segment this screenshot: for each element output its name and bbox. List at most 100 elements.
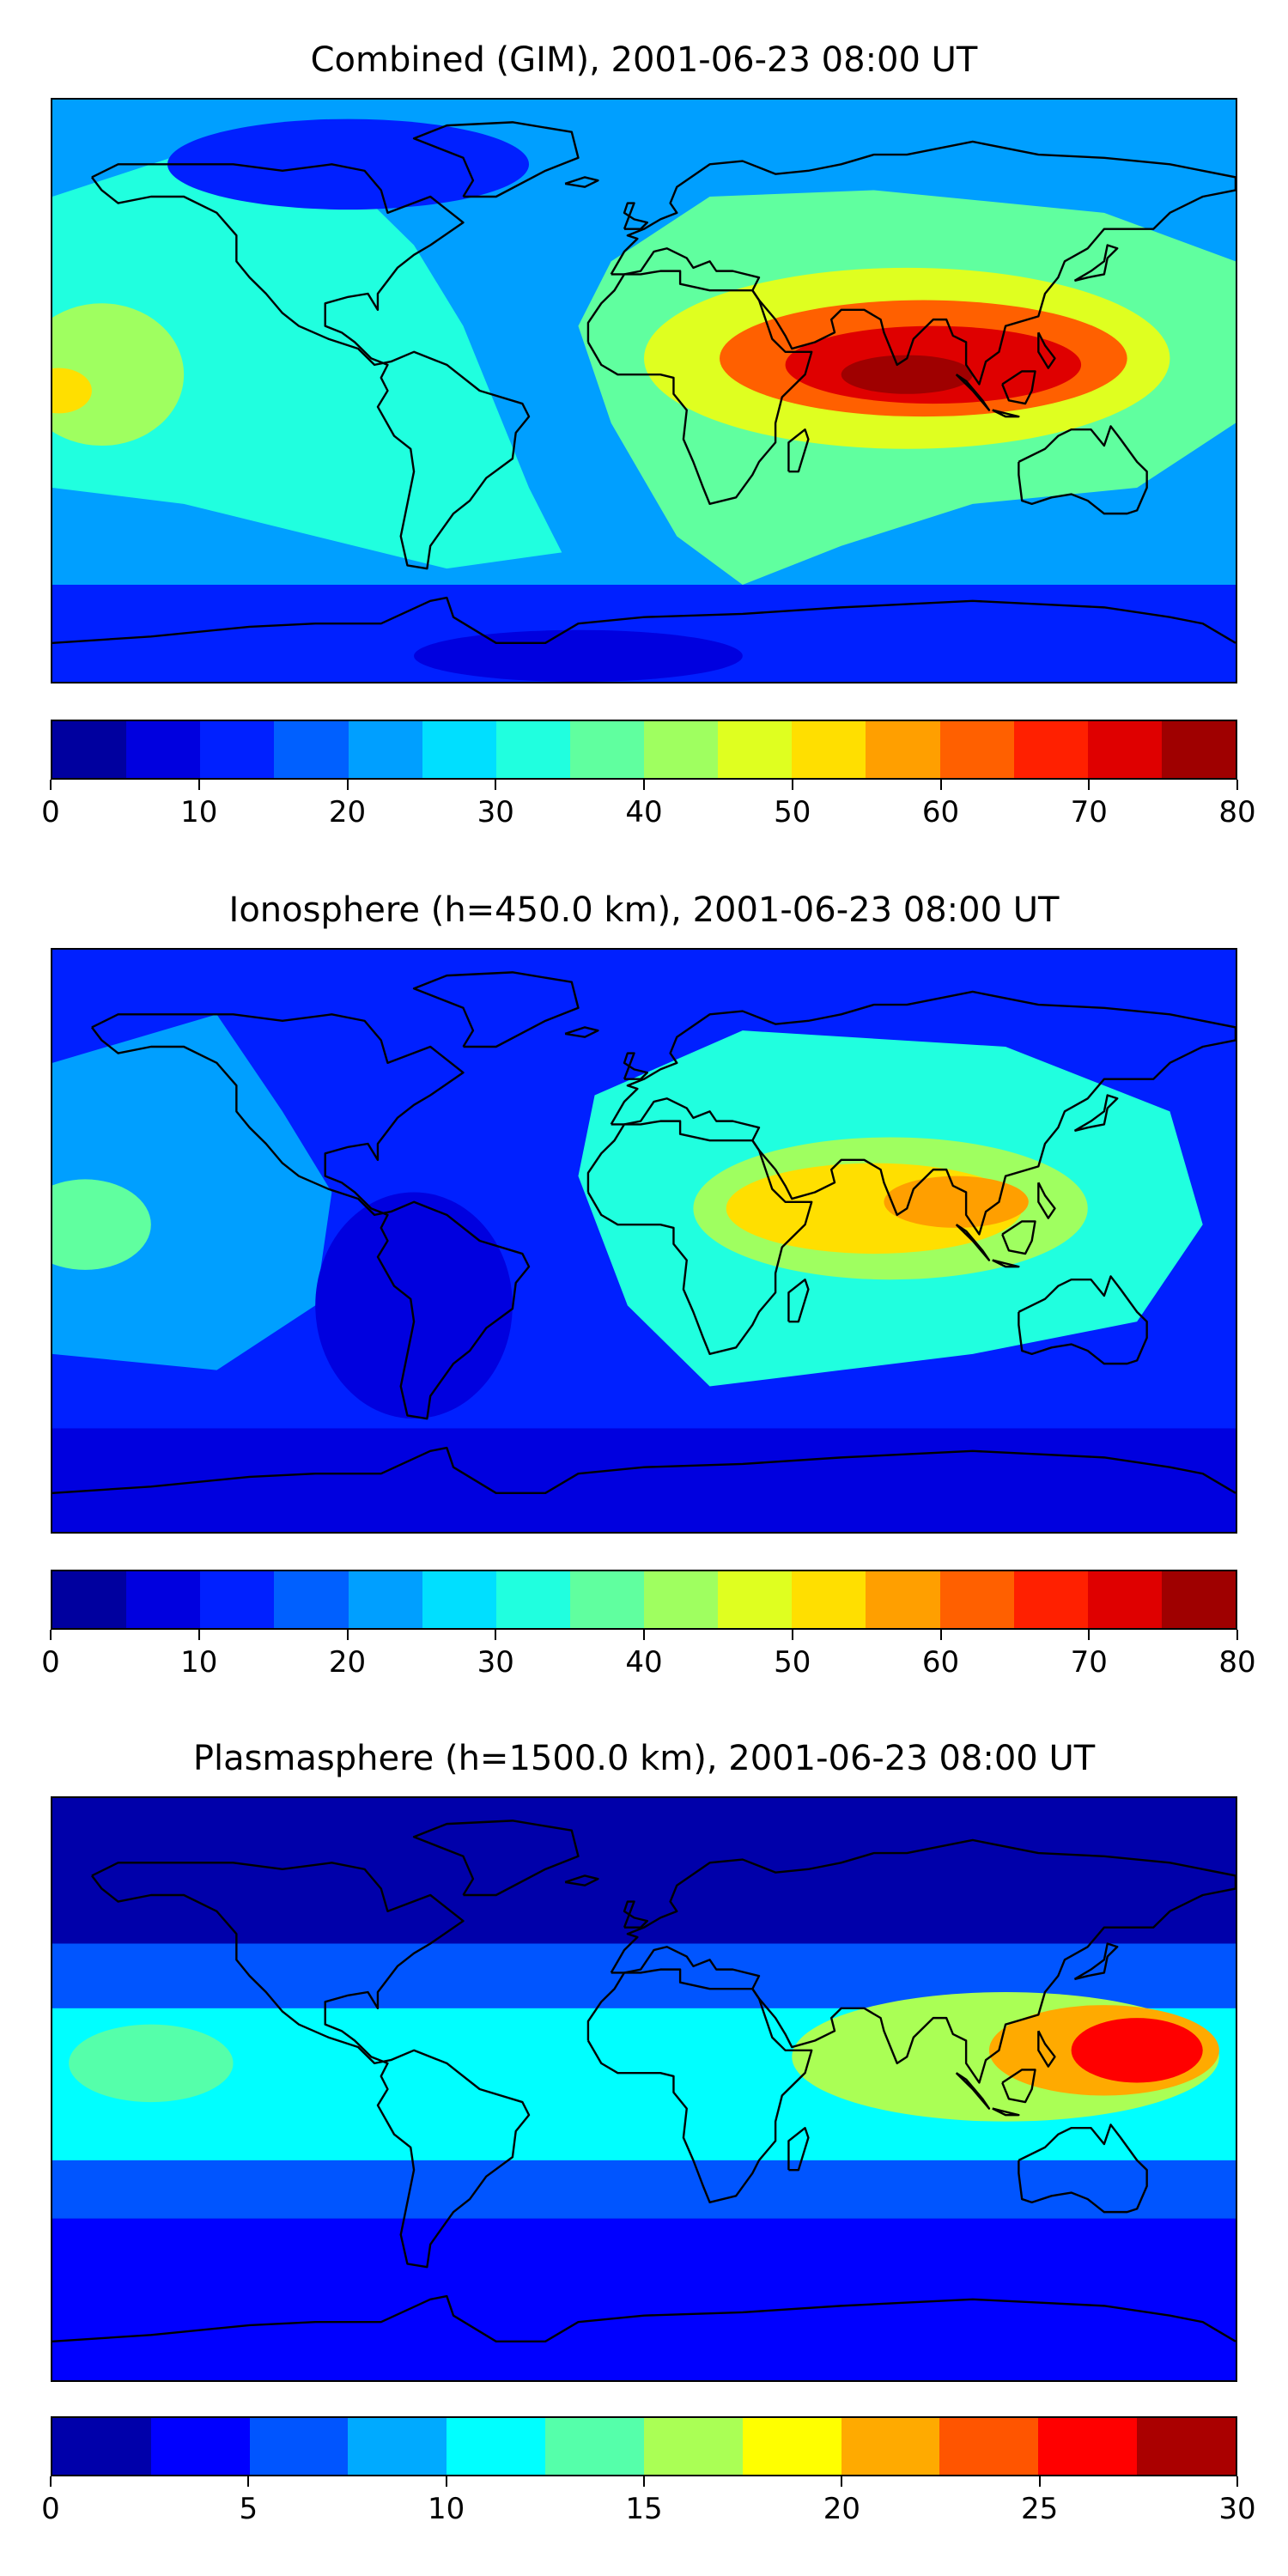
tick-label: 30 [477, 1645, 514, 1680]
colorbar-segment [643, 2418, 743, 2475]
tick-label: 60 [921, 1645, 960, 1680]
colorbar-segment [718, 1571, 793, 1628]
tick-mark [1236, 1630, 1238, 1640]
tick-mark [791, 1630, 793, 1640]
tick-label: 20 [328, 1645, 367, 1680]
colorbar-ticks: 0 5 10 15 20 25 30 [41, 2476, 1256, 2528]
coastline [610, 1838, 1236, 2084]
colorbar-segment [126, 1571, 201, 1628]
colorbar-segment [742, 2418, 841, 2475]
coastline [955, 374, 991, 411]
coastline [90, 1013, 531, 1420]
contour-region-bay-of-bengal-peak [841, 355, 973, 394]
colorbar-segment [348, 2418, 447, 2475]
coastline [610, 990, 1236, 1236]
tick-label: 25 [1021, 2492, 1059, 2526]
colorbar-segment [841, 2418, 940, 2475]
coastline [412, 1820, 580, 1897]
colorbar-segment [1161, 721, 1236, 778]
contour-region-west-pacific-core [1114, 2027, 1194, 2074]
coastlines [52, 1820, 1236, 2342]
colorbar-segment [422, 721, 496, 778]
coastline [564, 176, 599, 188]
colorbar-segment [866, 721, 940, 778]
colorbar-segment [200, 1571, 275, 1628]
tick-label: 5 [239, 2492, 258, 2526]
tick-mark [1236, 780, 1238, 790]
coastline [1018, 425, 1148, 515]
colorbar-segment [1137, 2418, 1236, 2475]
tick-mark [495, 1630, 497, 1640]
coastline [1073, 244, 1119, 283]
coastline [1001, 1220, 1036, 1255]
colorbar [51, 2416, 1237, 2476]
coastline [610, 140, 1236, 386]
colorbar-segment [792, 1571, 866, 1628]
coastline [564, 1874, 599, 1886]
colorbar-segment [52, 1571, 127, 1628]
colorbar-segment [249, 2418, 349, 2475]
colorbar-segment [545, 2418, 644, 2475]
coastline [1001, 370, 1036, 405]
contour-region-pacific-tropical [69, 2024, 234, 2103]
coastline [992, 2107, 1020, 2117]
coastline [412, 121, 580, 198]
coastlines [52, 121, 1236, 644]
colorbar-segment [447, 2418, 546, 2475]
tick-mark [643, 780, 645, 790]
coastline [1037, 2030, 1056, 2068]
tick-label: 60 [921, 795, 960, 829]
contour-region-antarctic-low [414, 629, 743, 682]
colorbar-segment [1038, 2418, 1138, 2475]
contour-region-pacific-mid [52, 1014, 332, 1370]
colorbar-segment [495, 1571, 570, 1628]
tick-label: 50 [774, 795, 811, 829]
coastline [412, 971, 580, 1048]
colorbar-segment [422, 1571, 496, 1628]
coastline [955, 1224, 991, 1261]
colorbar-segment [495, 721, 570, 778]
coastline [90, 1862, 531, 2269]
colorbar-segment [52, 2418, 151, 2475]
tick-label: 0 [41, 795, 60, 829]
tick-mark [1236, 2476, 1238, 2487]
tick-mark [50, 2476, 52, 2487]
contour-region-southern-ocean-low [52, 1428, 1236, 1532]
tick-mark [841, 2476, 843, 2487]
tick-label: 15 [625, 2492, 663, 2526]
colorbar-segment [1013, 1571, 1088, 1628]
colorbar-segment [866, 1571, 940, 1628]
tick-mark [643, 2476, 645, 2487]
coastline [564, 1026, 599, 1038]
map-plot [51, 1796, 1237, 2382]
chart-title: Combined (GIM), 2001-06-23 08:00 UT [310, 40, 978, 80]
contour-region-southern-low [52, 2218, 1236, 2380]
colorbar [51, 1570, 1237, 1630]
colorbar [51, 720, 1237, 780]
coastline [586, 1120, 813, 1356]
coastline [955, 2072, 991, 2110]
coastline [1001, 2069, 1036, 2104]
colorbar-segment [939, 721, 1014, 778]
contour-region-south-america-low [315, 1192, 513, 1419]
coastline [1018, 1275, 1148, 1365]
coastline [1018, 2123, 1148, 2214]
coastline [787, 428, 810, 473]
coastline [623, 1052, 649, 1080]
chart-title: Ionosphere (h=450.0 km), 2001-06-23 08:0… [228, 890, 1060, 930]
coastline [52, 596, 1236, 644]
tick-label: 80 [1218, 1645, 1256, 1680]
colorbar-segment [1161, 1571, 1236, 1628]
colorbar-segment [569, 1571, 644, 1628]
colorbar-segment [792, 721, 866, 778]
tick-label: 80 [1218, 795, 1256, 829]
tick-label: 70 [1070, 1645, 1108, 1680]
tick-mark [1088, 780, 1091, 790]
colorbar-segment [939, 2418, 1039, 2475]
tick-mark [1038, 2476, 1041, 2487]
coastline [1037, 331, 1056, 369]
colorbar-segment [274, 1571, 349, 1628]
tick-mark [495, 780, 497, 790]
contour-region-pacific-east-arc [52, 131, 562, 569]
coastline [52, 1446, 1236, 1494]
